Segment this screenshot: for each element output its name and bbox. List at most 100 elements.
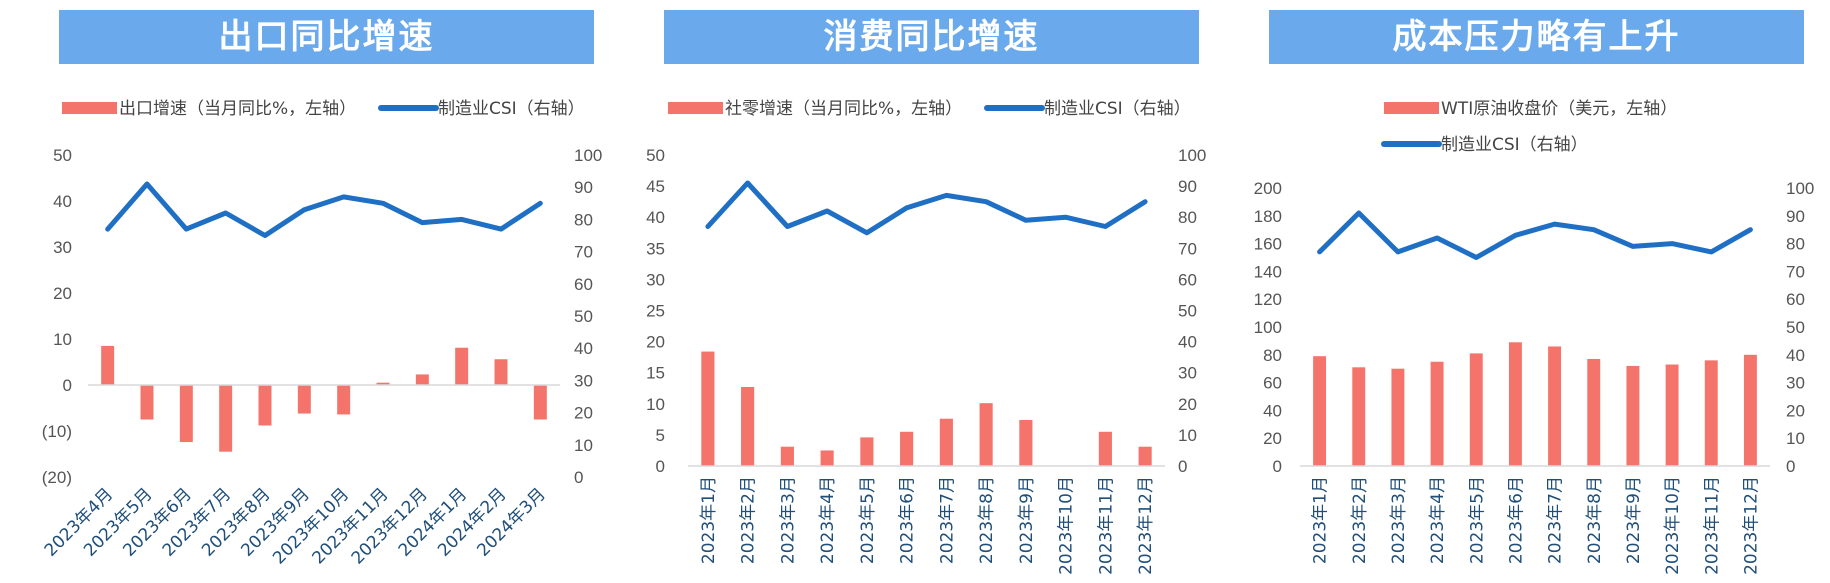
chart3-yright-tick: 70: [1786, 262, 1805, 281]
chart2-x-tick-11: 2023年12月: [1136, 476, 1156, 575]
chart1-yright-tick: 30: [574, 371, 593, 390]
chart2-x-tick-10: 2023年11月: [1096, 476, 1116, 575]
chart2-bar-2: [780, 446, 794, 466]
chart3-x-tick-9: 2023年10月: [1663, 476, 1683, 575]
chart2-yleft-tick: 30: [646, 270, 665, 289]
chart2-bar-10: [1098, 431, 1112, 466]
chart2-bar-5: [900, 431, 914, 466]
chart2-legend-label-0: 社零增速（当月同比%，左轴）: [725, 99, 962, 119]
chart3-yright-tick: 90: [1786, 207, 1805, 226]
chart3-x-tick-4: 2023年5月: [1467, 476, 1487, 564]
chart3-yleft-tick: 200: [1254, 179, 1282, 198]
chart2-x-tick-3: 2023年4月: [818, 476, 838, 564]
chart3-yleft-tick: 60: [1263, 374, 1282, 393]
chart2-x-tick-0: 2023年1月: [699, 476, 719, 564]
chart3-legend-swatch-bar: [1384, 102, 1439, 114]
chart2-yleft-tick: 25: [646, 302, 665, 321]
chart1-legend-swatch-bar: [62, 102, 117, 114]
chart3-yleft-tick: 100: [1254, 318, 1282, 337]
chart2-yleft-tick: 45: [646, 177, 665, 196]
chart2-yleft-tick: 5: [656, 426, 665, 445]
chart3-bar-7: [1587, 358, 1601, 466]
chart3-bar-6: [1548, 346, 1562, 466]
chart3-yright-tick: 40: [1786, 346, 1805, 365]
chart3-x-tick-2: 2023年3月: [1389, 476, 1409, 564]
chart2-bar-1: [741, 387, 755, 466]
chart3-yleft-tick: 140: [1254, 262, 1282, 281]
chart1-yright-tick: 40: [574, 339, 593, 358]
chart2-yright-tick: 100: [1178, 146, 1206, 165]
chart2-title: 消费同比增速: [664, 10, 1199, 64]
chart1-bar-0: [101, 345, 115, 385]
chart1-bar-6: [337, 385, 351, 415]
chart3-x-tick-11: 2023年12月: [1741, 476, 1761, 575]
chart3-yright-tick: 20: [1786, 401, 1805, 420]
chart2-yright-tick: 0: [1178, 457, 1187, 476]
chart1-yleft-tick: 40: [53, 192, 72, 211]
chart3-x-tick-6: 2023年7月: [1546, 476, 1566, 564]
chart3-yleft-tick: 0: [1273, 457, 1282, 476]
chart3-bar-4: [1469, 353, 1483, 466]
chart2-yleft-tick: 0: [656, 457, 665, 476]
chart3-bar-2: [1391, 368, 1405, 466]
chart3-x-tick-1: 2023年2月: [1350, 476, 1370, 564]
chart3-yright-tick: 50: [1786, 318, 1805, 337]
chart3-x-tick-8: 2023年9月: [1624, 476, 1644, 564]
chart1-yright-tick: 90: [574, 178, 593, 197]
chart2-x-tick-4: 2023年5月: [858, 476, 878, 564]
chart1-yleft-tick: (10): [42, 422, 72, 441]
chart3-bar-3: [1430, 361, 1444, 466]
chart3-bar-10: [1704, 360, 1718, 466]
chart2-yright-tick: 50: [1178, 302, 1197, 321]
chart3-bar-5: [1508, 342, 1522, 466]
chart2-yleft-tick: 10: [646, 395, 665, 414]
chart3-yleft-tick: 160: [1254, 235, 1282, 254]
chart2-x-tick-2: 2023年3月: [778, 476, 798, 564]
chart1-bar-11: [533, 385, 547, 420]
chart1-yleft-tick: 10: [53, 330, 72, 349]
chart3-yright-tick: 80: [1786, 235, 1805, 254]
chart1-yleft-tick: (20): [42, 468, 72, 487]
chart1-bar-9: [455, 347, 469, 385]
chart3-x-tick-0: 2023年1月: [1311, 476, 1331, 564]
chart3-bar-1: [1352, 367, 1366, 466]
chart3-bar-11: [1743, 354, 1757, 466]
chart1-legend-label-1: 制造业CSI（右轴）: [438, 99, 585, 119]
chart2-yright-tick: 20: [1178, 395, 1197, 414]
chart2-yleft-tick: 50: [646, 146, 665, 165]
chart2-yright-tick: 80: [1178, 208, 1197, 227]
chart1-bar-7: [376, 382, 390, 385]
chart3-yright-tick: 0: [1786, 457, 1795, 476]
chart2-bar-11: [1138, 446, 1152, 466]
chart2-yleft-tick: 35: [646, 239, 665, 258]
chart3-yleft-tick: 120: [1254, 290, 1282, 309]
chart2-yleft-tick: 40: [646, 208, 665, 227]
chart1-bar-5: [297, 385, 311, 414]
chart3-yright-tick: 60: [1786, 290, 1805, 309]
chart1-bar-8: [415, 374, 429, 385]
chart1-bar-3: [219, 385, 233, 452]
chart1-title: 出口同比增速: [59, 10, 594, 64]
chart2-x-tick-8: 2023年9月: [1017, 476, 1037, 564]
chart3-x-tick-3: 2023年4月: [1428, 476, 1448, 564]
chart2-yright-tick: 30: [1178, 364, 1197, 383]
chart2-csi-line: [705, 180, 1148, 236]
chart2-yright-tick: 40: [1178, 333, 1197, 352]
chart2-bar-7: [979, 403, 993, 466]
chart3-csi-line: [1317, 210, 1753, 260]
chart1-legend-label-0: 出口增速（当月同比%，左轴）: [119, 99, 356, 119]
chart2-bar-6: [939, 418, 953, 466]
chart2-yleft-tick: 15: [646, 364, 665, 383]
chart1-yleft-tick: 30: [53, 238, 72, 257]
chart2-yright-tick: 90: [1178, 177, 1197, 196]
chart2-x-tick-9: 2023年10月: [1057, 476, 1077, 575]
chart3-title: 成本压力略有上升: [1269, 10, 1804, 64]
chart3-bar-8: [1626, 365, 1640, 466]
chart2-yright-tick: 60: [1178, 270, 1197, 289]
chart1-yright-tick: 10: [574, 436, 593, 455]
chart3-x-tick-10: 2023年11月: [1702, 476, 1722, 575]
chart2-bar-8: [1019, 419, 1033, 466]
chart1-yright-tick: 20: [574, 404, 593, 423]
chart1-bar-10: [494, 359, 508, 385]
